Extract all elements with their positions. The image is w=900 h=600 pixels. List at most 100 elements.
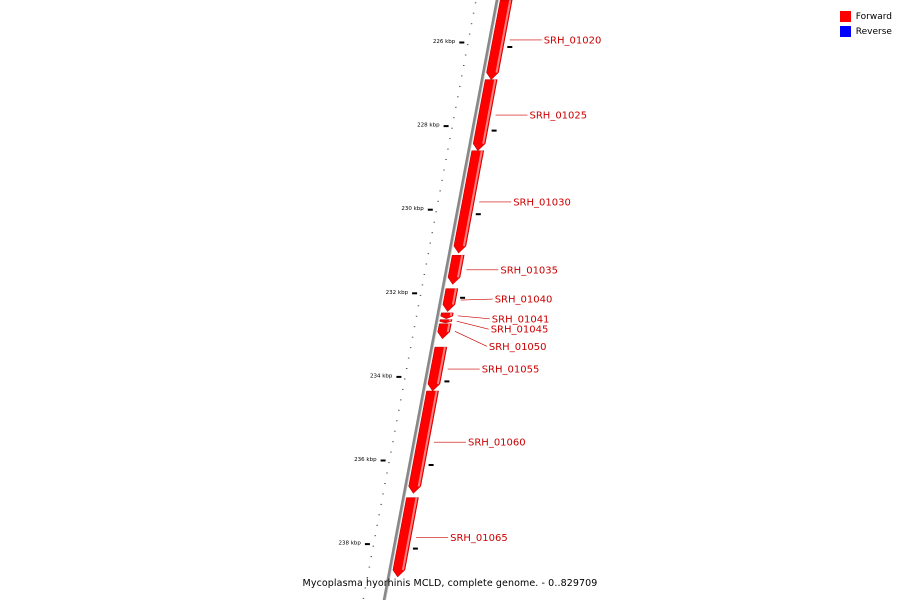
gene-arrow-highlight [446, 323, 451, 333]
gene-leader-line [460, 298, 493, 301]
gene-label[interactable]: SRH_01041 [492, 314, 550, 325]
scale-marks: 226 kbp 228 kbp 230 kbp 232 kbp 234 kbp 236 k… [338, 39, 513, 550]
gene-arrow-highlight [449, 312, 453, 317]
gene-label[interactable]: SRH_01030 [513, 197, 571, 208]
minor-tick [447, 148, 449, 150]
scale-label: 230 kbp [401, 206, 424, 212]
gene-leader-line [456, 320, 489, 330]
minor-tick [413, 326, 416, 328]
minor-tick [400, 399, 402, 401]
minor-tick [457, 96, 459, 98]
backbone-highlight [385, 0, 500, 600]
minor-tick [455, 106, 457, 108]
minor-tick [435, 211, 437, 213]
scale-label: 232 kbp [386, 290, 409, 296]
scale-tick [364, 543, 370, 546]
minor-tick [427, 253, 430, 255]
gene-label[interactable]: SRH_01050 [489, 342, 547, 353]
backbone-line [382, 0, 499, 600]
legend-item-forward[interactable]: Forward [839, 9, 892, 24]
legend-label-reverse: Reverse [855, 26, 892, 37]
minor-tick [390, 451, 392, 453]
minor-tick [380, 503, 382, 505]
minor-tick [431, 232, 433, 234]
minor-tick [451, 127, 453, 129]
minor-tick [419, 294, 422, 296]
gene-labels: SRH_01020 SRH_01025 SRH_01030 SRH_01035 SRH_… [416, 35, 602, 544]
minor-tick [423, 274, 426, 275]
minor-tick [449, 138, 451, 140]
minor-tick [404, 378, 406, 380]
gene-arrow-highlight [457, 255, 464, 278]
gene-label[interactable]: SRH_01055 [482, 365, 540, 376]
scale-tick-right [428, 464, 434, 466]
minor-tick [394, 430, 396, 432]
minor-tick [437, 200, 439, 202]
gene-features [392, 0, 513, 578]
genome-caption: Mycoplasma hyorhinis MCLD, complete geno… [302, 578, 598, 589]
gene-arrow-highlight [401, 497, 418, 571]
minor-tick [364, 587, 367, 589]
minor-tick [386, 472, 388, 474]
legend-swatch-forward [839, 11, 851, 22]
scale-tick [443, 125, 449, 128]
gene-label[interactable]: SRH_01045 [491, 325, 549, 336]
minor-tick [425, 263, 428, 265]
gene-label[interactable]: SRH_01025 [530, 111, 588, 122]
legend-label-forward: Forward [855, 11, 892, 22]
scale-tick [396, 375, 402, 378]
minor-tick [439, 190, 441, 192]
minor-tick [362, 597, 365, 599]
gene-leader-line [457, 315, 490, 320]
minor-tick [461, 75, 463, 77]
scale-label: 238 kbp [338, 541, 361, 547]
minor-tick [368, 566, 371, 568]
minor-tick [411, 336, 414, 338]
scale-label: 236 kbp [354, 457, 377, 463]
legend-item-reverse[interactable]: Reverse [839, 24, 892, 39]
minor-tick [443, 169, 445, 171]
minor-tick [409, 347, 412, 349]
gene-leader-line [454, 331, 488, 347]
scale-tick-right [491, 129, 497, 132]
minor-tick [396, 420, 398, 422]
scale-tick [412, 292, 418, 295]
legend-swatch-reverse [839, 26, 851, 37]
genome-backbone [382, 0, 500, 600]
scale-tick-right [412, 547, 418, 550]
minor-tick [464, 54, 467, 56]
gene-label[interactable]: SRH_01035 [500, 265, 558, 276]
gene-label[interactable]: SRH_01020 [544, 35, 602, 46]
minor-tick [392, 441, 394, 443]
minor-tick [433, 221, 435, 223]
minor-tick [374, 535, 376, 537]
minor-tick [405, 368, 408, 369]
gene-arrow-highlight [462, 150, 483, 247]
scale-label: 226 kbp [433, 39, 456, 45]
minor-tick [474, 2, 477, 4]
minor-tick [472, 12, 475, 14]
minor-tick [417, 305, 420, 307]
gene-label[interactable]: SRH_01040 [495, 295, 553, 306]
minor-tick [388, 462, 390, 464]
minor-tick [402, 388, 404, 390]
minor-tick [466, 44, 469, 46]
minor-tick [407, 357, 410, 359]
gene-label[interactable]: SRH_01060 [468, 438, 526, 449]
minor-tick [445, 159, 447, 160]
scale-label: 234 kbp [370, 373, 393, 379]
scale-tick-right [475, 213, 481, 216]
gene-arrow-highlight [495, 0, 512, 73]
minor-tick [429, 242, 431, 244]
minor-tick [376, 524, 378, 526]
gene-arrow-highlight [482, 79, 497, 144]
legend: Forward Reverse [839, 9, 892, 39]
minor-tick [398, 409, 400, 411]
gene-arrow-highlight [451, 288, 457, 305]
scale-tick-right [444, 380, 450, 383]
minor-tick [441, 179, 443, 181]
scale-tick-right [507, 46, 513, 48]
minor-tick [384, 483, 386, 484]
gene-label[interactable]: SRH_01065 [450, 533, 508, 544]
